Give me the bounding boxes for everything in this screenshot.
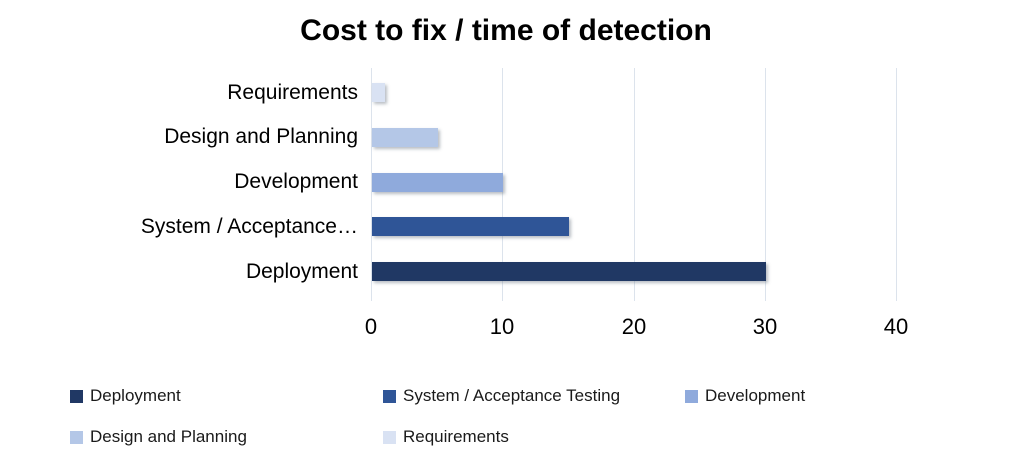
legend-item-deployment: Deployment [70,386,181,405]
bar-design-and-planning [372,128,438,147]
legend-label: Deployment [90,386,181,405]
legend-swatch [70,389,83,403]
legend-item-design-and-planning: Design and Planning [70,427,247,446]
bar-system-acceptance [372,217,569,236]
category-label: System / Acceptance… [140,215,358,238]
gridline [371,68,372,301]
category-label: Design and Planning [164,125,358,148]
x-tick-label: 20 [621,314,647,339]
legend-swatch [685,389,698,403]
legend-item-system-acceptance-testing: System / Acceptance Testing [383,386,621,405]
legend-label: Development [705,386,806,405]
category-label: Requirements [227,81,358,104]
x-tick-label: 10 [489,314,515,339]
gridline [896,68,897,301]
legend-swatch [70,430,83,444]
legend-label: Design and Planning [90,427,247,446]
category-label: Deployment [245,260,358,283]
legend-label: Requirements [403,427,509,446]
bar-development [372,173,503,192]
x-tick-label: 30 [752,314,778,339]
legend-label: System / Acceptance Testing [403,386,621,405]
legend-swatch [383,389,396,403]
legend-item-development: Development [685,386,806,405]
category-label: Development [234,170,358,193]
bar-deployment [372,262,766,281]
x-tick-label: 40 [883,314,909,339]
gridline [634,68,635,301]
x-tick-label: 0 [364,314,378,339]
plot-area [371,68,897,301]
gridline [765,68,766,301]
bar-requirements [372,83,385,102]
legend-swatch [383,430,396,444]
legend-item-requirements: Requirements [383,427,509,446]
chart-title: Cost to fix / time of detection [300,14,712,47]
